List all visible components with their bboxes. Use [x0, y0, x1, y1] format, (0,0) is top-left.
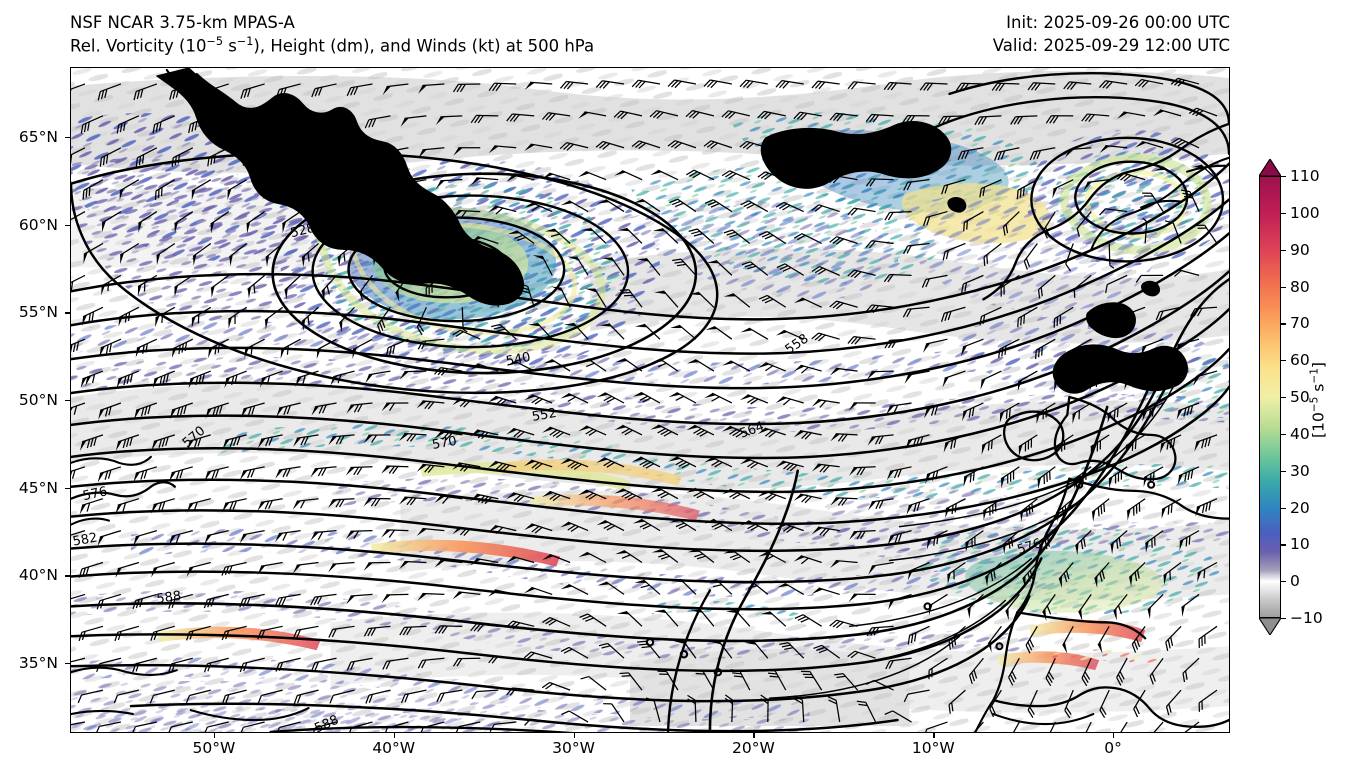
colorbar-axis-label: [10−5 s−1]	[1308, 362, 1327, 438]
init-time-label: Init: 2025-09-26 00:00 UTC	[1006, 13, 1230, 32]
colorbar-body[interactable]	[1259, 176, 1281, 618]
colorbar-tick-label: 30	[1290, 461, 1310, 480]
cb-label-mid: s	[1309, 383, 1328, 397]
latitude-tick-mark	[65, 312, 70, 314]
time-stamp-block: Init: 2025-09-26 00:00 UTC Valid: 2025-0…	[993, 11, 1230, 58]
svg-text:528: 528	[289, 221, 317, 242]
longitude-tick-label: 50°W	[192, 739, 236, 757]
colorbar-tick-mark	[1281, 581, 1286, 583]
cb-label-exp1: −5	[1308, 396, 1321, 413]
svg-text:588: 588	[156, 589, 183, 607]
longitude-tick-mark	[1113, 733, 1115, 738]
longitude-tick-label: 10°W	[911, 739, 955, 757]
colorbar-extend-max-arrow	[1259, 159, 1281, 176]
field-title: Rel. Vorticity (10−5 s−1), Height (dm), …	[70, 34, 594, 58]
field-title-pre: Rel. Vorticity (10	[70, 36, 207, 56]
title-block: NSF NCAR 3.75-km MPAS-A Rel. Vorticity (…	[70, 11, 594, 58]
colorbar-tick-mark	[1281, 286, 1286, 288]
colorbar-tick-label: 100	[1290, 203, 1320, 222]
map-plot-area[interactable]: 528 540 534 552 558 564 570 576 576 582 …	[70, 67, 1230, 733]
latitude-tick-label: 45°N	[18, 478, 58, 497]
field-title-exp2: −1	[236, 35, 254, 49]
latitude-tick-label: 40°N	[18, 566, 58, 585]
colorbar-tick-label: 110	[1290, 167, 1320, 185]
colorbar-tick-label: 90	[1290, 240, 1310, 259]
colorbar-tick-label: 0	[1290, 572, 1300, 591]
colorbar-tick-label: 80	[1290, 277, 1310, 296]
colorbar-tick-mark	[1281, 433, 1286, 436]
colorbar-extend-min-arrow	[1259, 618, 1281, 635]
colorbar-tick-label: 60	[1290, 351, 1310, 370]
colorbar-gradient	[1259, 176, 1281, 618]
valid-time-label: Valid: 2025-09-29 12:00 UTC	[992, 36, 1230, 56]
longitude-tick-mark	[393, 733, 396, 738]
latitude-tick-mark	[65, 137, 70, 139]
colorbar-tick-mark	[1281, 397, 1286, 399]
cb-label-exp2: −1	[1308, 368, 1321, 384]
latitude-tick-label: 65°N	[18, 128, 58, 147]
colorbar-tick-label: 40	[1290, 424, 1310, 443]
model-title: NSF NCAR 3.75-km MPAS-A	[70, 13, 295, 32]
longitude-tick-label: 0°	[1104, 739, 1122, 757]
latitude-tick-mark	[65, 487, 70, 489]
colorbar-tick-mark	[1281, 212, 1286, 215]
colorbar-tick-mark	[1281, 470, 1286, 472]
colorbar-tick-mark	[1281, 360, 1286, 362]
longitude-tick-mark	[933, 733, 935, 738]
cb-label-post: ]	[1309, 362, 1328, 369]
latitude-tick-label: 60°N	[18, 215, 58, 234]
latitude-tick-mark	[65, 400, 70, 402]
colorbar-tick-label: 50	[1290, 388, 1310, 406]
longitude-tick-mark	[213, 733, 216, 738]
colorbar-tick-label: 10	[1290, 535, 1310, 554]
colorbar[interactable]: −10 0 10 20 30 40 50 60 70 80 90 100 110	[1259, 159, 1323, 635]
colorbar-tick-label: 20	[1290, 498, 1310, 517]
colorbar-tick-mark	[1281, 249, 1286, 251]
longitude-tick-mark	[573, 733, 575, 738]
latitude-tick-label: 35°N	[18, 653, 58, 672]
latitude-tick-mark	[65, 575, 70, 577]
longitude-tick-label: 20°W	[732, 739, 775, 757]
svg-text:552: 552	[531, 406, 558, 425]
colorbar-tick-mark	[1281, 176, 1286, 178]
longitude-tick-label: 30°W	[552, 739, 595, 757]
svg-text:570: 570	[431, 434, 458, 453]
colorbar-tick-mark	[1281, 323, 1286, 325]
colorbar-tick-label: 70	[1290, 314, 1310, 333]
svg-text:576: 576	[1015, 536, 1043, 558]
svg-text:582: 582	[72, 531, 99, 550]
colorbar-tick-label: −10	[1290, 609, 1323, 627]
field-title-mid: s	[223, 36, 237, 56]
field-title-post: ), Height (dm), and Winds (kt) at 500 hP…	[253, 36, 595, 56]
colorbar-tick-mark	[1281, 544, 1286, 546]
longitude-tick-mark	[753, 733, 755, 738]
latitude-tick-label: 55°N	[18, 303, 58, 322]
field-title-exp1: −5	[206, 35, 224, 49]
colorbar-tick-mark	[1281, 507, 1286, 509]
longitude-tick-label: 40°W	[372, 739, 416, 757]
cb-label-pre: [10	[1309, 412, 1328, 438]
latitude-tick-label: 50°N	[18, 391, 58, 409]
latitude-tick-mark	[65, 662, 70, 665]
colorbar-tick-mark	[1281, 618, 1286, 620]
map-canvas: 528 540 534 552 558 564 570 576 576 582 …	[71, 68, 1229, 732]
latitude-tick-mark	[65, 224, 70, 227]
